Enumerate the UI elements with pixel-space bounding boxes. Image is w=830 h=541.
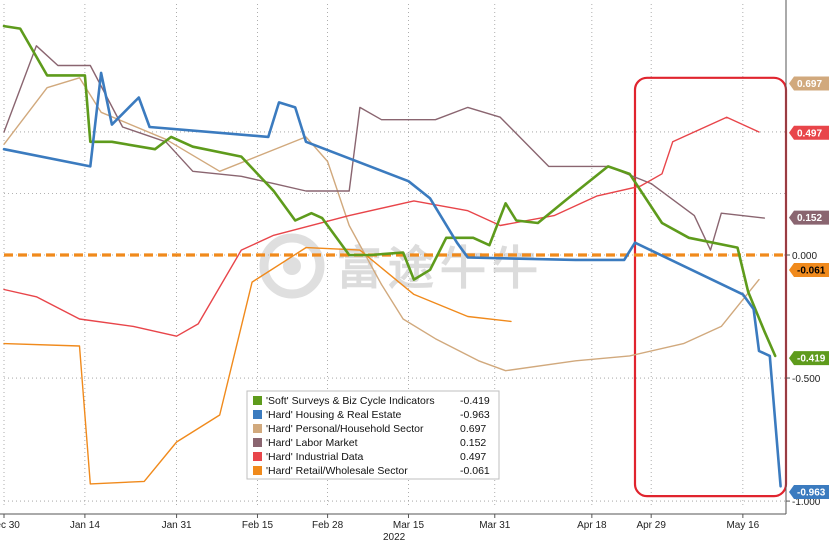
- x-tick-label: Dec 30: [0, 520, 20, 531]
- series-line-hard-industrial-data: [3, 116, 760, 337]
- value-badge-soft-surveys-biz-cycle-indicators: -0.419: [789, 351, 829, 366]
- legend-swatch: [253, 452, 262, 461]
- value-badge-hard-industrial-data: 0.497: [789, 125, 829, 140]
- legend-label: 'Hard' Retail/Wholesale Sector: [266, 465, 408, 477]
- value-badge-text: 0.152: [797, 213, 822, 224]
- legend-label: 'Hard' Industrial Data: [266, 451, 364, 463]
- legend-item-soft-surveys-biz-cycle-indicators: 'Soft' Surveys & Biz Cycle Indicators -0.…: [253, 395, 490, 407]
- series-layer: [2, 24, 782, 488]
- legend-item-hard-labor-market: 'Hard' Labor Market 0.152: [253, 437, 486, 449]
- legend-label: 'Hard' Personal/Household Sector: [266, 423, 424, 435]
- value-badge-text: -0.061: [797, 266, 826, 277]
- legend-value: -0.963: [460, 409, 490, 421]
- value-badge-shape: [789, 263, 829, 278]
- x-axis-year-label: 2022: [383, 532, 406, 541]
- y-tick-label: -0.500: [792, 374, 821, 385]
- legend-item-hard-housing-real-estate: 'Hard' Housing & Real Estate -0.963: [253, 409, 490, 421]
- series-line-soft-surveys-biz-cycle-indicators: [2, 24, 777, 358]
- value-badge-shape: [789, 76, 829, 91]
- value-badge-text: 0.697: [797, 79, 822, 90]
- watermark: 富途牛牛: [259, 233, 544, 299]
- x-tick-label: Jan 31: [162, 520, 192, 531]
- legend-frame: [246, 390, 500, 480]
- legend-value: 0.697: [460, 423, 486, 435]
- series-line-hard-labor-market: [3, 45, 766, 251]
- x-tick-label: May 16: [726, 520, 759, 531]
- value-badge-hard-housing-real-estate: -0.963: [789, 484, 829, 499]
- legend-swatch: [253, 466, 262, 475]
- x-tick-label: Mar 15: [393, 520, 425, 531]
- value-badge-shape: [789, 351, 829, 366]
- value-badge-shape: [789, 210, 829, 225]
- legend-swatch: [253, 424, 262, 433]
- value-badge-shape: [789, 125, 829, 140]
- legend-value: 0.497: [460, 451, 486, 463]
- series-line-hard-retail-wholesale-sector: [3, 246, 512, 485]
- y-tick-label: -1.000: [792, 497, 821, 508]
- value-badge-text: -0.419: [797, 354, 826, 365]
- legend-swatch: [253, 410, 262, 419]
- legend-value: 0.152: [460, 437, 486, 449]
- legend-item-hard-personal-household-sector: 'Hard' Personal/Household Sector 0.697: [253, 423, 486, 435]
- axes: Dec 30 Jan 14 Jan 31 Feb 15 Feb 28 Mar 15 Mar …: [0, 0, 821, 531]
- value-badge-shape: [789, 484, 829, 499]
- legend-value: -0.061: [460, 465, 490, 477]
- legend-value: -0.419: [460, 395, 490, 407]
- x-tick-label: Apr 18: [577, 520, 607, 531]
- legend-label: 'Hard' Labor Market: [266, 437, 358, 449]
- x-tick-label: Feb 15: [242, 520, 274, 531]
- value-badge-hard-retail-wholesale-sector: -0.061: [789, 263, 829, 278]
- series-line-hard-housing-real-estate: [2, 71, 782, 488]
- legend: 'Soft' Surveys & Biz Cycle Indicators -0.…: [246, 390, 500, 480]
- legend-item-hard-industrial-data: 'Hard' Industrial Data 0.497: [253, 451, 486, 463]
- legend-item-hard-retail-wholesale-sector: 'Hard' Retail/Wholesale Sector -0.061: [253, 465, 490, 477]
- legend-swatch: [253, 396, 262, 405]
- value-badges: -0.419 -0.963 0.697 0.152 0.497 -0.061: [789, 76, 829, 499]
- value-badge-hard-personal-household-sector: 0.697: [789, 76, 829, 91]
- x-tick-label: Feb 28: [312, 520, 344, 531]
- y-tick-label: 0.000: [792, 251, 817, 262]
- legend-swatch: [253, 438, 262, 447]
- series-line-hard-personal-household-sector: [3, 77, 760, 372]
- value-badge-text: -0.963: [797, 488, 826, 499]
- value-badge-text: 0.497: [797, 128, 822, 139]
- watermark-text: 富途牛牛: [336, 241, 544, 295]
- legend-label: 'Hard' Housing & Real Estate: [266, 409, 401, 421]
- legend-label: 'Soft' Surveys & Biz Cycle Indicators: [266, 395, 435, 407]
- x-tick-label: Apr 29: [636, 520, 666, 531]
- value-badge-hard-labor-market: 0.152: [789, 210, 829, 225]
- x-tick-label: Jan 14: [70, 520, 100, 531]
- x-tick-label: Mar 31: [479, 520, 511, 531]
